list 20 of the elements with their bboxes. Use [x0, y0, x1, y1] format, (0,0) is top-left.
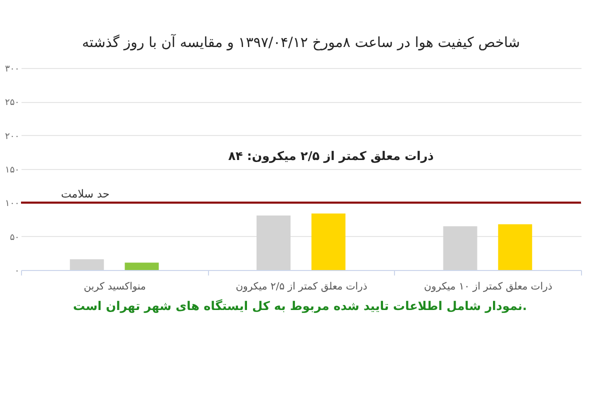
y-tick-label: ۲۵۰: [4, 98, 20, 108]
x-tick-label: ذرات معلق کمتر از ۱۰ میکرون: [424, 282, 552, 292]
bar: [70, 259, 104, 270]
bar: [443, 226, 478, 270]
y-tick-label: ۱۵۰: [4, 166, 20, 176]
x-tick-label: ذرات معلق کمتر از ۲/۵ میکرون: [236, 282, 368, 292]
x-tick-label: منواکسید کربن: [84, 282, 146, 292]
bar: [311, 213, 346, 270]
y-tick-label: ۲۰۰: [4, 132, 20, 142]
text: نمودار شامل اطلاعات تایید شده مربوط به کل ایستگاه های شهر تهران است.: [72, 299, 528, 313]
ref-line-label: حد سلامت: [61, 188, 110, 201]
y-tick-label: ۵۰: [10, 232, 20, 243]
annotation: ذرات معلق کمتر از ۲/۵ میکرون: ۸۴: [228, 149, 434, 163]
y-tick-label: ۰: [14, 266, 20, 276]
y-tick-label: ۱۰۰: [4, 199, 20, 210]
chart-title: شاخص کیفیت هوا در ساعت ۸مورخ ۱۳۹۷/۰۴/۱۲ و مقایسه آن با روز گذشته: [82, 33, 520, 51]
bar: [498, 224, 532, 270]
bar: [256, 215, 291, 270]
y-tick-label: ۳۰۰: [4, 64, 20, 74]
bar: [124, 262, 159, 270]
